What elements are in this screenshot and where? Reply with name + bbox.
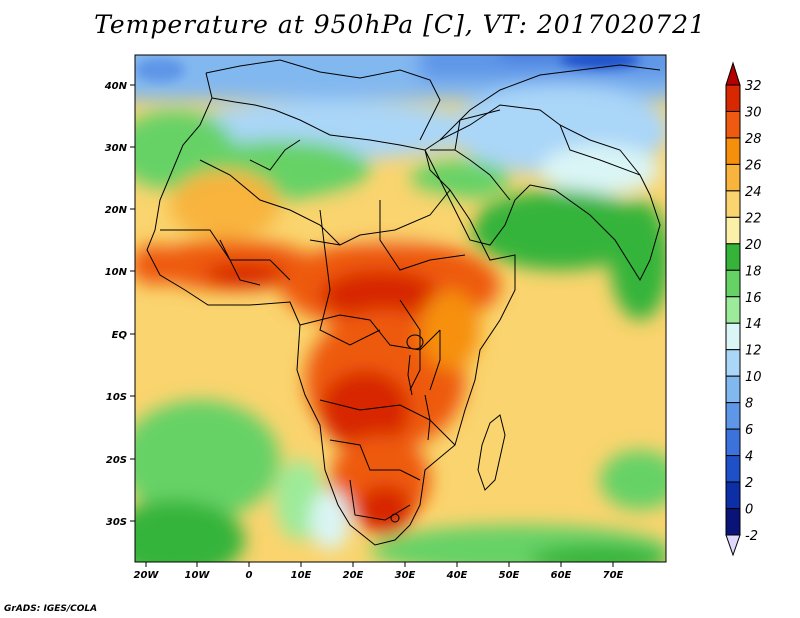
lon-tick-label: 30E (395, 570, 416, 581)
colorbar-max-arrow (725, 61, 741, 86)
lon-tick-label: 40E (446, 570, 468, 581)
colorbar-label: 30 (745, 105, 762, 120)
colorbar-label: 8 (745, 397, 753, 412)
lat-tick-label: 20N (105, 205, 128, 216)
lon-tick-label: 20W (134, 570, 160, 581)
lon-tick-label: 60E (551, 570, 572, 581)
colorbar-label: -2 (745, 529, 758, 544)
colorbar-label: 6 (745, 423, 753, 438)
colorbar-label: 4 (745, 450, 753, 465)
colorbar-label: 32 (745, 79, 762, 94)
colorbar-segment (725, 428, 741, 457)
temperature-field (135, 55, 666, 562)
lat-tick-label: EQ (112, 330, 128, 341)
colorbar-label: 24 (745, 185, 762, 200)
colorbar-label: 16 (745, 291, 762, 306)
colorbar-segment (725, 110, 741, 139)
colorbar-label: 22 (745, 211, 762, 226)
longitude-axis: 20W 10W 0 10E 20E 30E 40E 50E 60E 70E (134, 562, 624, 581)
lat-tick-label: 10S (106, 392, 127, 403)
colorbar-label: 28 (745, 132, 762, 147)
lon-tick-label: 0 (246, 570, 253, 581)
colorbar-segment (725, 402, 741, 430)
lon-tick-label: 20E (343, 570, 364, 581)
lon-tick-label: 10W (185, 570, 211, 581)
colorbar-segment (725, 163, 741, 192)
latitude-axis: 40N 30N 20N 10N EQ 10S 20S 30S (104, 81, 135, 528)
colorbar-segment (725, 137, 741, 165)
colorbar-label: 14 (745, 317, 762, 332)
colorbar-segment (725, 190, 741, 218)
lat-tick-label: 30N (105, 143, 128, 154)
lon-tick-label: 10E (291, 570, 312, 581)
colorbar-label: 2 (745, 476, 753, 491)
colorbar-min-arrow (725, 534, 741, 557)
plot-frame (134, 54, 667, 563)
lon-tick-label: 50E (499, 570, 520, 581)
colorbar-segment (725, 349, 741, 377)
lat-tick-label: 40N (104, 81, 128, 92)
coastlines (146, 59, 661, 546)
colorbar-label: 18 (745, 264, 762, 279)
colorbar-label: 12 (745, 344, 762, 359)
colorbar-segment (725, 508, 741, 536)
lat-tick-label: 20S (106, 455, 127, 466)
colorbar-label: 0 (745, 503, 753, 518)
lon-tick-label: 70E (603, 570, 624, 581)
chart-title: Temperature at 950hPa [C], VT: 201702072… (94, 10, 706, 39)
credit-label: GrADS: IGES/COLA (4, 604, 98, 614)
colorbar-segment (725, 375, 741, 404)
colorbar-segment (725, 243, 741, 271)
colorbar-segment (725, 296, 741, 324)
colorbar-segment (725, 322, 741, 351)
colorbar-segment (725, 269, 741, 298)
lat-tick-label: 10N (105, 267, 128, 278)
colorbar-label: 26 (745, 158, 762, 173)
lat-tick-label: 30S (106, 517, 127, 528)
colorbar-label: 10 (745, 370, 762, 385)
colorbar-segment (725, 216, 741, 245)
colorbar-label: 20 (745, 238, 762, 253)
colorbar-segment (725, 84, 741, 112)
colorbar-segment (725, 481, 741, 510)
colorbar-segment (725, 455, 741, 483)
